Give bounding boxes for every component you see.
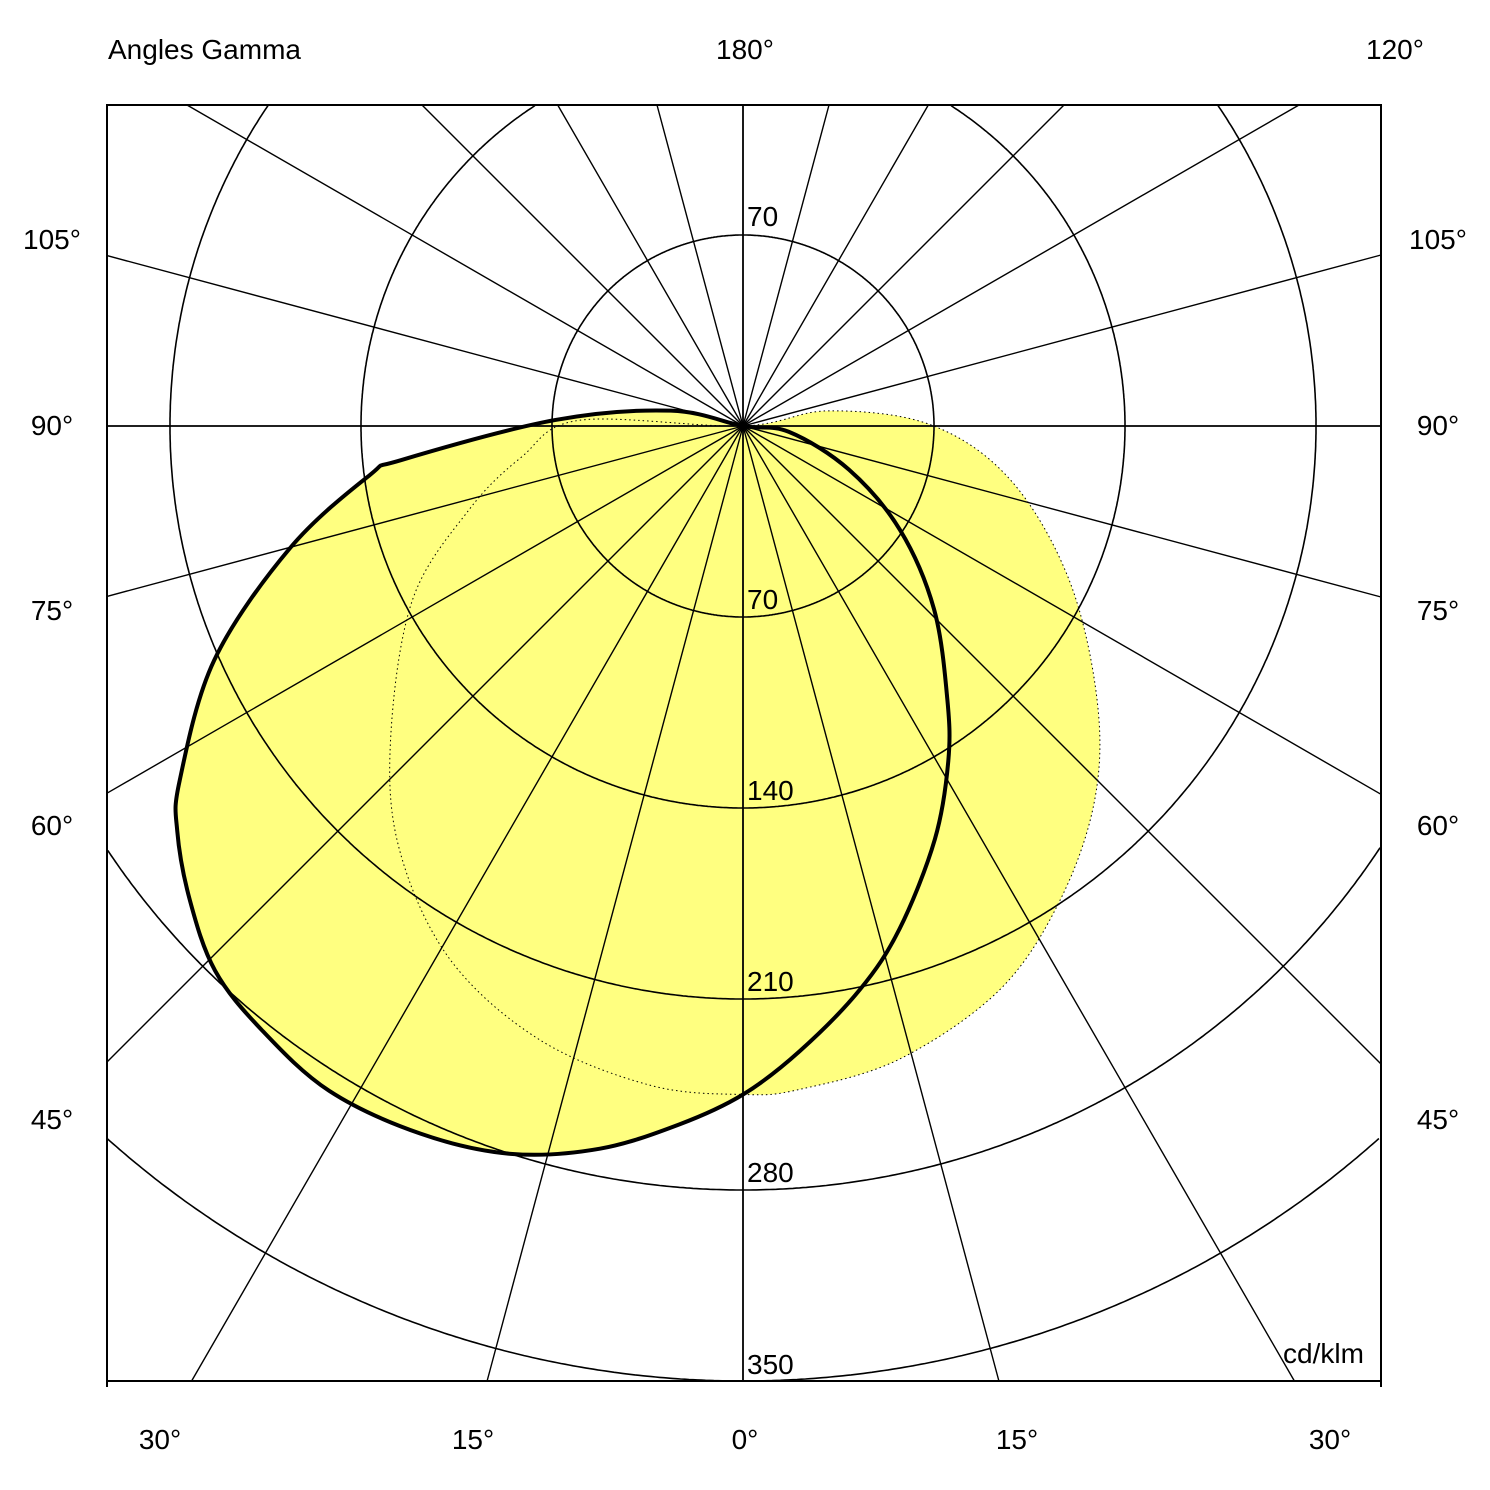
grid-radial-line — [186, 104, 744, 427]
solid-intensity-curve — [173, 408, 952, 1157]
right-angle-label: 105° — [1409, 224, 1467, 255]
grid-radial-line — [656, 104, 744, 427]
grid-radial-line — [742, 254, 1382, 427]
radial-tick-label: 210 — [747, 966, 794, 997]
right-angle-label: 60° — [1416, 810, 1460, 841]
grid-radial-line — [106, 425, 744, 598]
bottom-angle-label: 15° — [995, 1424, 1039, 1455]
plot-area — [106, 104, 1382, 1382]
grid-radial-line — [742, 104, 830, 427]
bottom-angle-label: 0° — [731, 1424, 759, 1455]
left-angle-label: 75° — [30, 595, 74, 626]
chart-title: Angles Gamma — [108, 34, 301, 65]
curve-fill — [389, 410, 1100, 1095]
radial-tick-label: 70 — [747, 584, 779, 615]
grid-radial-line — [106, 254, 744, 427]
grid-radial-line — [742, 104, 1300, 427]
grid-radial-line — [742, 104, 929, 427]
grid-circle — [106, 1137, 1380, 1382]
left-angle-label: 45° — [30, 1104, 74, 1135]
dotted-intensity-curve — [389, 410, 1101, 1096]
grid-radial-line — [190, 425, 744, 1382]
radial-tick-label: 350 — [747, 1349, 794, 1380]
bottom-angle-label: 30° — [138, 1424, 182, 1455]
grid-radial-line — [106, 425, 744, 794]
right-angle-label: 75° — [1416, 595, 1460, 626]
grid-radial-line — [486, 425, 744, 1382]
left-angle-label: 105° — [23, 224, 81, 255]
unit-label: cd/klm — [1283, 1338, 1364, 1369]
bottom-angle-label: 15° — [451, 1424, 495, 1455]
grid-circle — [169, 105, 1317, 1000]
bottom-angle-label: 30° — [1308, 1424, 1352, 1455]
grid-circle — [360, 104, 1126, 809]
grid-radial-line — [742, 425, 1000, 1382]
grid-radial-line — [742, 104, 1065, 427]
grid-radial-line — [421, 104, 744, 427]
radial-tick-label: 280 — [747, 1157, 794, 1188]
grid-radial-line — [742, 425, 1382, 1065]
grid-radial-line — [742, 425, 1382, 795]
grid-radial-line — [557, 104, 744, 427]
top-angle-label: 120° — [1366, 34, 1424, 65]
radial-tick-label: 140 — [747, 775, 794, 806]
grid-radial-line — [742, 425, 1382, 598]
radial-tick-label: 70 — [747, 201, 779, 232]
right-angle-label: 45° — [1416, 1104, 1460, 1135]
left-angle-label: 60° — [30, 810, 74, 841]
grid-radial-line — [742, 425, 1296, 1382]
left-angle-label: 90° — [30, 410, 74, 441]
grid-circle — [107, 847, 1381, 1191]
plot-frame — [106, 104, 1382, 1382]
right-angle-label: 90° — [1416, 410, 1460, 441]
top-angle-label: 180° — [716, 34, 774, 65]
grid-radial-line — [106, 425, 744, 1063]
